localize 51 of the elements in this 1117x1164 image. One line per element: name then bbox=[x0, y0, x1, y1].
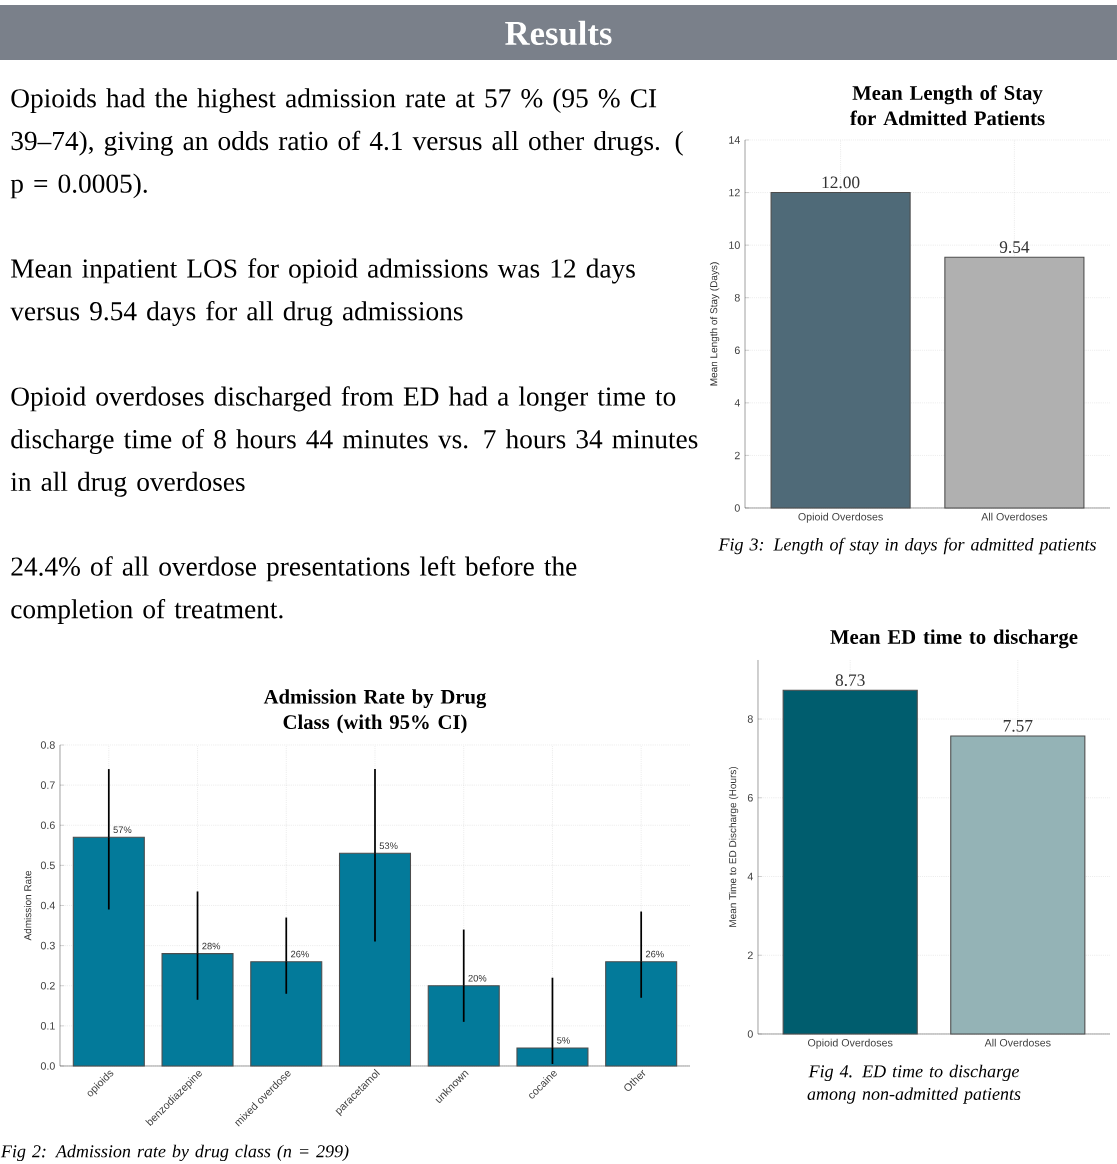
text: Opioids had the highest admission rate at 57 % (95 % CI 39–74), giving an odds ratio of 4.1 versus all other drugs. ( p = 0.0005). bbox=[10, 88, 683, 199]
data-label: 9.54 bbox=[999, 241, 1030, 253]
caption: Fig 2: Admission rate by drug class (n = 299) bbox=[0, 1144, 349, 1162]
chart-title: Mean ED time to discharge bbox=[830, 629, 1078, 649]
data-label: 20% bbox=[468, 974, 487, 982]
data-label: 26% bbox=[645, 950, 664, 958]
x-tick-label: All Overdoses bbox=[981, 512, 1048, 521]
y-tick-label: 8 bbox=[734, 293, 740, 302]
y-tick-label: 6 bbox=[734, 346, 740, 355]
y-tick-label: 2 bbox=[747, 951, 753, 959]
y-tick-label: 0.4 bbox=[40, 901, 55, 910]
y-tick-label: 2 bbox=[734, 451, 740, 460]
y-tick-label: 0.2 bbox=[40, 981, 55, 990]
y-tick-label: 8 bbox=[747, 715, 753, 723]
y-tick-label: 0.6 bbox=[40, 821, 55, 830]
y-tick-label: 0.0 bbox=[40, 1062, 55, 1070]
caption: Fig 4. ED time to discharge among non-admitted patients bbox=[807, 1064, 1021, 1104]
data-label: 8.73 bbox=[835, 674, 865, 687]
data-label: 7.57 bbox=[1003, 720, 1033, 732]
x-tick-label: Opioid Overdoses bbox=[808, 1038, 893, 1049]
y-tick-label: 4 bbox=[734, 399, 740, 407]
y-tick-label: 14 bbox=[729, 136, 740, 144]
y-tick-label: 10 bbox=[729, 241, 740, 249]
y-tick-label: 0.3 bbox=[40, 941, 55, 950]
text: Results bbox=[505, 20, 612, 46]
y-tick-label: 4 bbox=[747, 872, 753, 881]
y-axis-title: Admission Rate bbox=[23, 870, 32, 941]
data-label: 12.00 bbox=[822, 176, 860, 189]
data-label: 53% bbox=[379, 842, 398, 850]
data-label: 5% bbox=[557, 1037, 570, 1044]
data-label: 26% bbox=[290, 950, 309, 958]
x-tick-label: All Overdoses bbox=[984, 1038, 1051, 1047]
y-tick-label: 0 bbox=[747, 1030, 753, 1038]
data-label: 57% bbox=[113, 826, 132, 834]
y-tick-label: 0.1 bbox=[40, 1022, 55, 1030]
y-axis-title: Mean Length of Stay (Days) bbox=[709, 262, 720, 386]
text: 24.4% of all overdose presentations left before the completion of treatment. bbox=[11, 556, 577, 624]
y-tick-label: 6 bbox=[747, 794, 753, 802]
y-tick-label: 12 bbox=[729, 188, 740, 197]
y-axis-title: Mean Time to ED Discharge (Hours) bbox=[728, 766, 739, 927]
chart-title: Mean Length of Stay for Admitted Patients bbox=[850, 85, 1045, 126]
chart-title: Admission Rate by Drug Class (with 95% CI) bbox=[263, 689, 487, 734]
text: Opioid overdoses discharged from ED had a longer time to discharge time of 8 hours 44 minutes vs. 7 hours 34 minutes in all drug overdoses bbox=[10, 386, 698, 497]
data-label: 28% bbox=[202, 942, 221, 950]
y-tick-label: 0.5 bbox=[40, 861, 55, 870]
caption: Fig 3: Length of stay in days for admitted patients bbox=[718, 537, 1096, 555]
y-tick-label: 0 bbox=[734, 504, 740, 512]
y-tick-label: 0.7 bbox=[40, 781, 55, 789]
y-tick-label: 0.8 bbox=[40, 741, 55, 749]
text: Mean inpatient LOS for opioid admissions was 12 days versus 9.54 days for all drug admissions bbox=[10, 258, 635, 327]
x-tick-label: Opioid Overdoses bbox=[798, 512, 883, 523]
